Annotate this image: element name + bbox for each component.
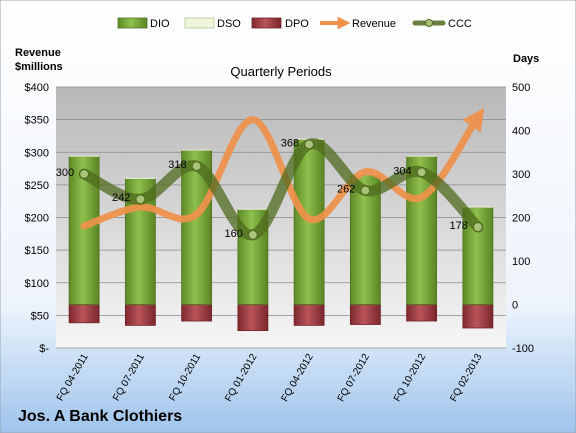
company-name: Jos. A Bank Clothiers: [18, 408, 182, 425]
chart-title: Quarterly Periods: [230, 64, 332, 79]
ccc-point: [304, 139, 315, 150]
left-tick-label: $350: [25, 115, 49, 127]
dio-bars: [68, 138, 494, 305]
legend-revenue-label: Revenue: [352, 18, 396, 30]
right-tick-label: 100: [512, 256, 530, 268]
left-tick-label: $-: [39, 343, 49, 355]
right-axis-ticks: -100 0 100 200 300 400 500: [512, 82, 534, 355]
left-tick-label: $50: [31, 310, 49, 322]
ccc-point: [360, 185, 371, 196]
legend-dio-swatch: [117, 17, 148, 29]
legend-dso-swatch: [184, 17, 215, 29]
ccc-line: [78, 138, 484, 241]
left-tick-label: $100: [25, 278, 49, 290]
ccc-data-label: 262: [337, 184, 355, 196]
dso-bar: [406, 155, 437, 157]
dpo-bar: [124, 304, 156, 326]
dpo-bar: [293, 304, 325, 326]
ccc-data-label: 178: [450, 220, 468, 232]
left-tick-label: $200: [25, 213, 49, 225]
dpo-bar: [462, 304, 494, 329]
legend-dpo-swatch: [251, 17, 282, 29]
ccc-data-labels: 300 242 318 160 368 262 304 178: [56, 137, 468, 239]
dio-bar: [406, 156, 438, 305]
dpo-bar: [349, 304, 381, 325]
ccc-data-label: 368: [281, 137, 299, 149]
ccc-point: [416, 167, 427, 178]
legend-dio-label: DIO: [150, 18, 170, 30]
left-tick-label: $150: [25, 245, 49, 257]
left-tick-label: $250: [25, 180, 49, 192]
dso-bar: [69, 155, 100, 157]
right-tick-label: 400: [512, 126, 530, 138]
legend: DIO DSO DPO Revenue CCC: [117, 16, 472, 30]
ccc-data-label: 304: [393, 165, 411, 177]
dpo-bars: [68, 304, 494, 332]
dpo-bar: [68, 304, 100, 324]
ccc-layer: [78, 138, 484, 241]
dpo-bar: [237, 304, 269, 332]
right-tick-label: 500: [512, 82, 530, 94]
right-tick-label: 200: [512, 213, 530, 225]
left-axis-label-line2: $millions: [15, 61, 63, 73]
dso-bar: [237, 208, 268, 210]
dpo-bar: [181, 304, 213, 322]
dso-bar: [125, 177, 156, 179]
left-axis-ticks: $- $50 $100 $150 $200 $250 $300 $350 $400: [25, 82, 50, 355]
ccc-point: [191, 161, 202, 172]
ccc-point: [247, 229, 258, 240]
left-tick-label: $300: [25, 147, 49, 159]
dso-bar: [181, 149, 212, 151]
ccc-point: [472, 221, 483, 233]
dio-bar: [349, 174, 381, 305]
ccc-data-label: 160: [225, 228, 243, 240]
left-tick-label: $400: [25, 82, 49, 94]
right-tick-label: 0: [512, 300, 518, 312]
left-axis-label-line1: Revenue: [15, 47, 61, 59]
ccc-point: [79, 168, 90, 180]
legend-dso-label: DSO: [217, 18, 241, 30]
right-tick-label: 300: [512, 169, 530, 181]
ccc-data-label: 318: [168, 159, 186, 171]
dpo-bar: [406, 304, 438, 322]
ccc-data-label: 242: [112, 192, 130, 204]
dso-bar: [462, 206, 493, 208]
legend-ccc-label: CCC: [448, 18, 472, 30]
legend-ccc-marker: [425, 19, 433, 27]
legend-dpo-label: DPO: [285, 18, 309, 30]
right-tick-label: -100: [512, 343, 534, 355]
ccc-point: [135, 194, 146, 205]
right-axis-label: Days: [513, 53, 539, 65]
ccc-data-label: 300: [56, 167, 74, 179]
